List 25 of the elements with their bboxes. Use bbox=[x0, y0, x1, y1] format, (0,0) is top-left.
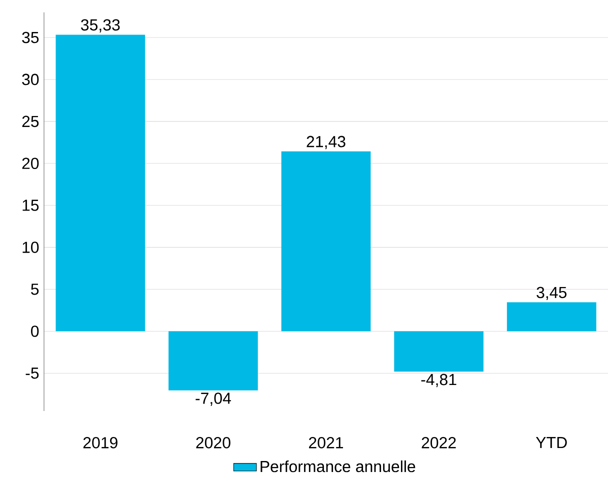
x-tick-label: 2021 bbox=[309, 437, 344, 448]
y-tick-label: 5 bbox=[31, 284, 39, 295]
y-tick-label: 35 bbox=[22, 32, 39, 44]
y-tick-label: 0 bbox=[31, 326, 39, 337]
y-tick-label: 20 bbox=[22, 158, 39, 170]
y-tick-label: -5 bbox=[26, 368, 39, 379]
data-label: 3,45 bbox=[536, 286, 566, 300]
x-tick-label: 2019 bbox=[83, 437, 118, 448]
x-tick-label: 2020 bbox=[196, 437, 230, 448]
data-label: -7,04 bbox=[196, 392, 231, 406]
bar bbox=[506, 302, 596, 332]
x-tick-label: YTD bbox=[536, 437, 567, 448]
bar bbox=[281, 151, 371, 332]
bar bbox=[168, 331, 258, 390]
bar bbox=[394, 331, 484, 372]
y-tick-label: 10 bbox=[22, 242, 39, 253]
data-label: 21,43 bbox=[306, 136, 346, 150]
y-tick-label: 25 bbox=[22, 116, 39, 128]
x-tick-label: 2022 bbox=[422, 437, 456, 448]
y-tick-label: 15 bbox=[22, 200, 39, 211]
bar bbox=[56, 34, 146, 332]
data-label: -4,81 bbox=[421, 374, 456, 388]
legend-label: Performance annuelle bbox=[260, 460, 416, 472]
y-tick-label: 30 bbox=[22, 74, 39, 86]
data-label: 35,33 bbox=[80, 19, 120, 32]
